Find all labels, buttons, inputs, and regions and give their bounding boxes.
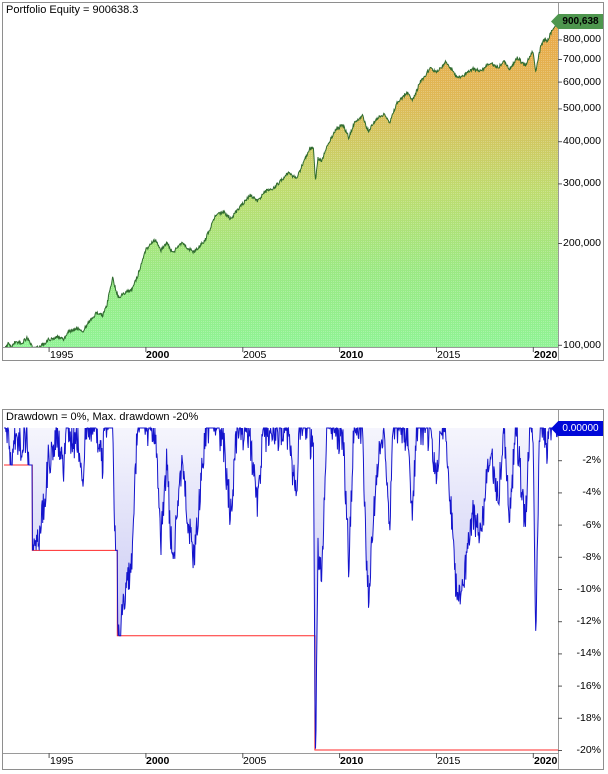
y-axis-label: 600,000 xyxy=(563,76,601,88)
equity-last-value-tag: 900,638 xyxy=(551,14,603,29)
equity-chart-pane: Portfolio Equity = 900638.3 900,638 800,… xyxy=(2,2,604,361)
drawdown-chart-pane: Drawdown = 0%, Max. drawdown -20% 0.0000… xyxy=(2,409,604,770)
y-axis-label: -2% xyxy=(582,454,601,466)
y-axis-label: 300,000 xyxy=(563,177,601,189)
drawdown-chart-title: Drawdown = 0%, Max. drawdown -20% xyxy=(6,411,199,423)
x-axis-label: 1995 xyxy=(50,755,74,767)
x-axis-label: 2020 xyxy=(534,755,558,767)
y-axis-label: -12% xyxy=(576,615,601,627)
drawdown-current-value-tag: 0.00000 xyxy=(551,421,603,436)
y-axis-label: -4% xyxy=(582,486,601,498)
drawdown-plot-area[interactable] xyxy=(3,410,603,769)
equity-last-value-text: 900,638 xyxy=(562,16,599,27)
x-axis-label: 2005 xyxy=(243,349,267,361)
equity-chart-title: Portfolio Equity = 900638.3 xyxy=(6,4,139,16)
x-axis-label: 2000 xyxy=(146,755,170,767)
y-axis-label: 100,000 xyxy=(563,339,601,351)
y-axis-label: 200,000 xyxy=(563,237,601,249)
x-axis-label: 2015 xyxy=(437,755,461,767)
y-axis-label: 500,000 xyxy=(563,102,601,114)
drawdown-current-value-text: 0.00000 xyxy=(562,423,599,434)
y-axis-label: -18% xyxy=(576,712,601,724)
x-axis-label: 1995 xyxy=(50,349,74,361)
x-axis-label: 2010 xyxy=(340,755,364,767)
x-axis-label: 2000 xyxy=(146,349,170,361)
y-axis-label: 700,000 xyxy=(563,53,601,65)
y-axis-label: -16% xyxy=(576,680,601,692)
x-axis-label: 2010 xyxy=(340,349,364,361)
x-axis-label: 2020 xyxy=(534,349,558,361)
y-axis-label: -6% xyxy=(582,519,601,531)
y-axis-label: 400,000 xyxy=(563,135,601,147)
y-axis-label: -20% xyxy=(576,744,601,756)
equity-plot-area[interactable] xyxy=(3,3,603,360)
y-axis-label: 800,000 xyxy=(563,33,601,45)
x-axis-label: 2015 xyxy=(437,349,461,361)
y-axis-label: -14% xyxy=(576,647,601,659)
x-axis-label: 2005 xyxy=(243,755,267,767)
y-axis-label: -10% xyxy=(576,583,601,595)
y-axis-label: -8% xyxy=(582,551,601,563)
